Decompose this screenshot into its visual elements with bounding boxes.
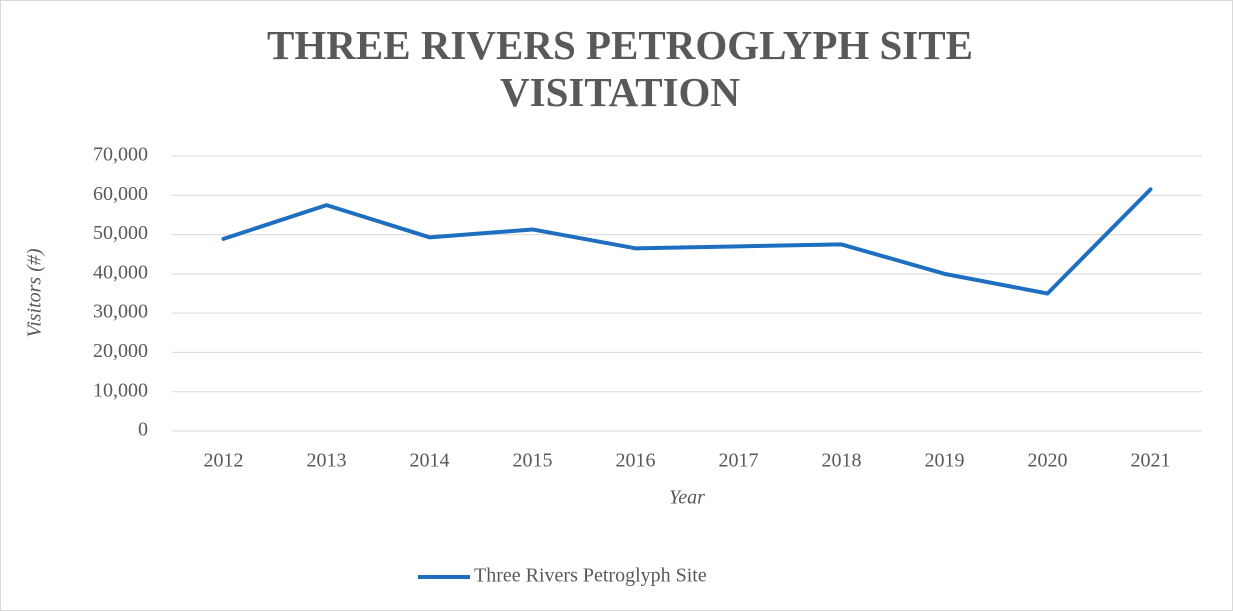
x-tick-label: 2015 [513,450,553,472]
y-tick-label: 40,000 [93,261,148,283]
x-tick-label: 2017 [719,450,759,472]
y-tick-label: 50,000 [93,222,148,244]
data-line [221,187,1153,296]
y-tick-label: 10,000 [93,379,148,401]
chart-title: THREE RIVERS PETROGLYPH SITE VISITATION [267,22,973,115]
y-tick-label: 0 [138,419,148,441]
x-tick-label: 2019 [925,450,965,472]
x-tick-label: 2013 [307,450,347,472]
x-tick-label: 2020 [1028,450,1068,472]
y-tick-label: 20,000 [93,340,148,362]
x-tick-label: 2018 [822,450,862,472]
y-tick-label: 70,000 [93,144,148,166]
x-axis-label: Year [669,487,705,509]
x-tick-label: 2021 [1131,450,1171,472]
y-tick-label: 60,000 [93,183,148,205]
legend-label: Three Rivers Petroglyph Site [474,565,707,587]
x-tick-label: 2012 [204,450,244,472]
y-axis-label: Visitors (#) [24,248,46,337]
y-tick-label: 30,000 [93,301,148,323]
x-tick-label: 2016 [616,450,656,472]
x-tick-label: 2014 [410,450,450,472]
